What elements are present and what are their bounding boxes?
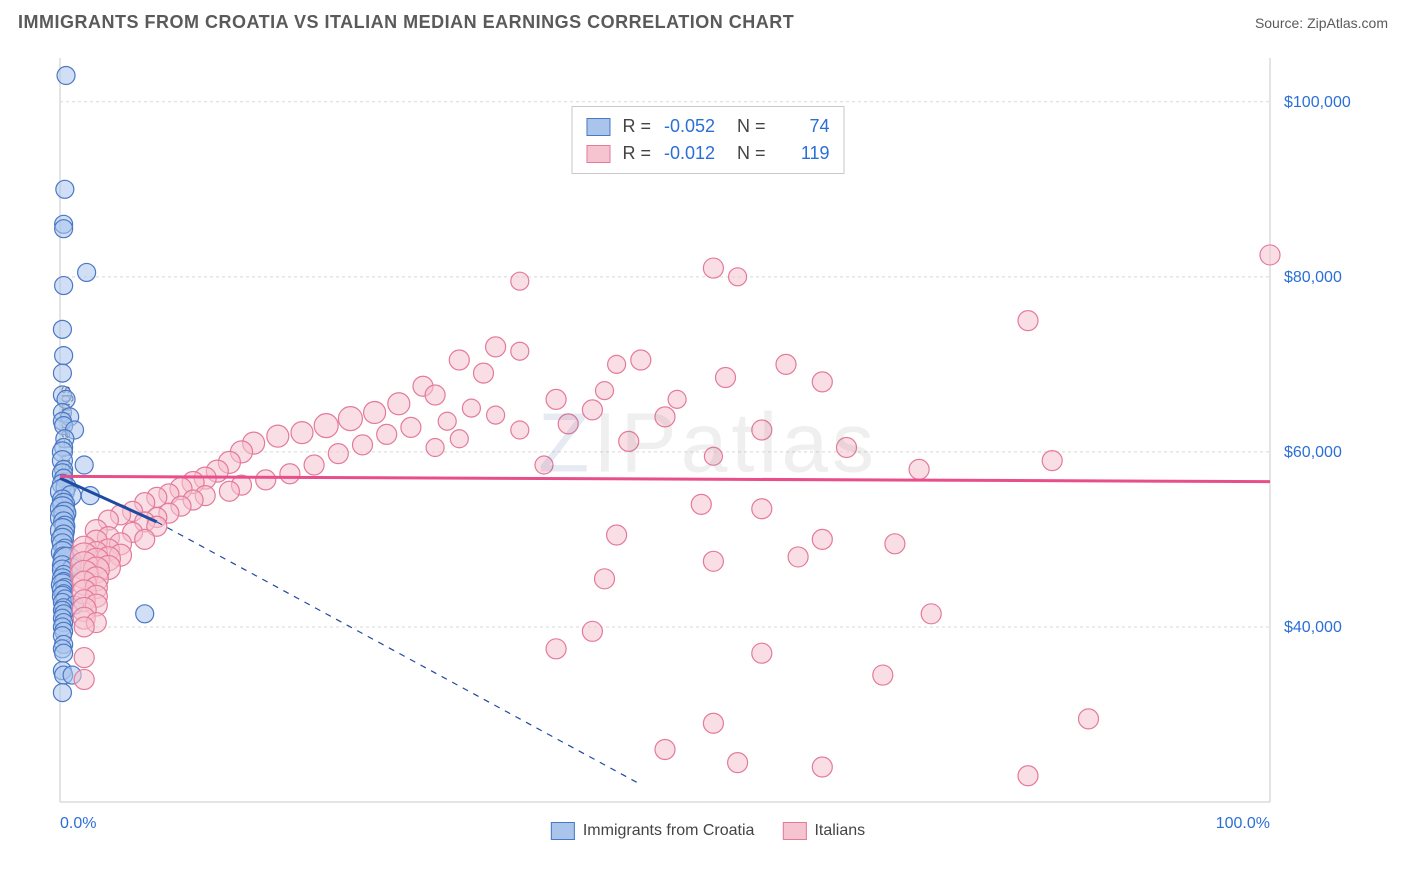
chart-title: IMMIGRANTS FROM CROATIA VS ITALIAN MEDIA… bbox=[18, 12, 794, 33]
chart-area: $40,000$60,000$80,000$100,0000.0%100.0% … bbox=[50, 48, 1366, 838]
svg-text:$60,000: $60,000 bbox=[1284, 444, 1342, 461]
legend-item-croatia: Immigrants from Croatia bbox=[551, 822, 755, 840]
svg-text:$100,000: $100,000 bbox=[1284, 94, 1351, 111]
stats-row-2: R = -0.012 N = 119 bbox=[586, 140, 829, 167]
legend-item-italians: Italians bbox=[782, 822, 865, 840]
svg-text:100.0%: 100.0% bbox=[1216, 815, 1270, 832]
svg-text:0.0%: 0.0% bbox=[60, 815, 96, 832]
source-label: Source: ZipAtlas.com bbox=[1255, 15, 1388, 31]
svg-text:$80,000: $80,000 bbox=[1284, 269, 1342, 286]
stats-panel: R = -0.052 N = 74 R = -0.012 N = 119 bbox=[571, 106, 844, 174]
swatch-italians bbox=[586, 145, 610, 163]
legend-swatch-italians bbox=[782, 822, 806, 840]
svg-text:$40,000: $40,000 bbox=[1284, 619, 1342, 636]
swatch-croatia bbox=[586, 118, 610, 136]
series-legend: Immigrants from Croatia Italians bbox=[551, 822, 865, 840]
legend-swatch-croatia bbox=[551, 822, 575, 840]
stats-row-1: R = -0.052 N = 74 bbox=[586, 113, 829, 140]
